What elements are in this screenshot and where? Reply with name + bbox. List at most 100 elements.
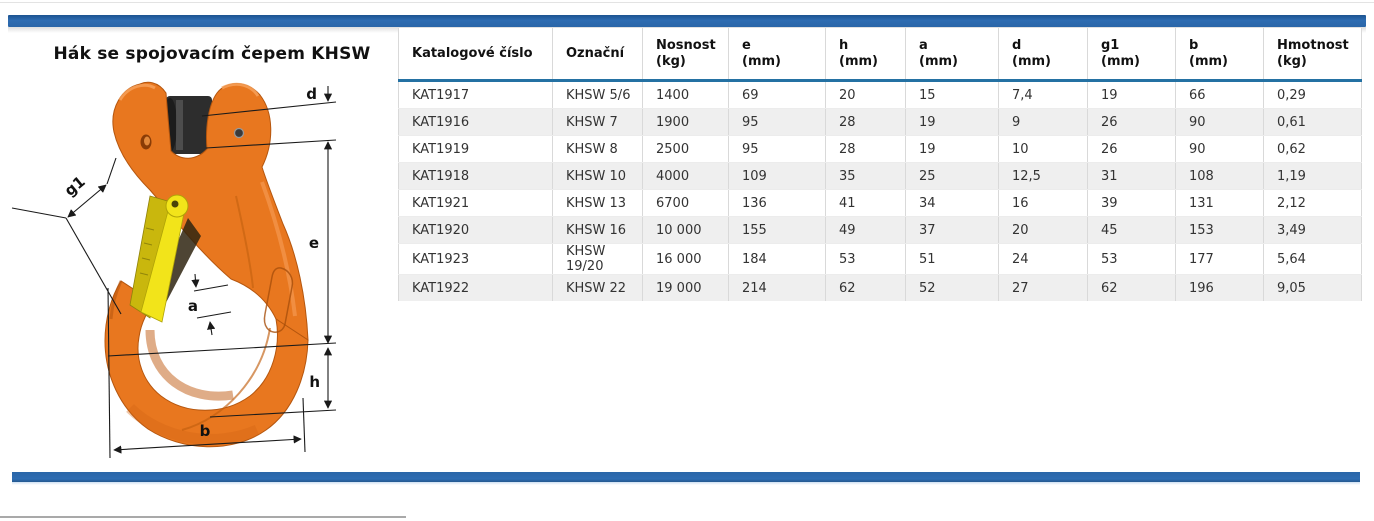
table-cell: 108 (1175, 162, 1264, 190)
table-cell: 109 (728, 162, 826, 190)
table-cell: KAT1922 (398, 274, 553, 301)
table-cell: 19 (1087, 80, 1176, 109)
table-cell: 16 (998, 189, 1088, 217)
pin-screw (233, 127, 245, 139)
table-cell: 39 (1087, 189, 1176, 217)
table-cell: KAT1921 (398, 189, 553, 217)
table-cell: 52 (905, 274, 999, 301)
table-cell: 136 (728, 189, 826, 217)
table-cell: KHSW 19/20 (552, 243, 643, 275)
dim-label-g1: g1 (61, 172, 89, 199)
col-header-d: d (mm) (998, 28, 1088, 81)
table-cell: 41 (825, 189, 906, 217)
table-cell: 12,5 (998, 162, 1088, 190)
table-cell: 153 (1175, 216, 1264, 244)
col-header-b: b (mm) (1175, 28, 1264, 81)
table-cell: 0,29 (1263, 80, 1362, 109)
top-accent-bar (8, 15, 1366, 27)
table-cell: 45 (1087, 216, 1176, 244)
page-title: Hák se spojovacím čepem KHSW (53, 44, 371, 64)
col-header-nosnost: Nosnost (kg) (642, 28, 729, 81)
table-cell: 196 (1175, 274, 1264, 301)
table-cell: 62 (825, 274, 906, 301)
table-cell: 1,19 (1263, 162, 1362, 190)
table-row: KAT1918 KHSW 10 4000 109 35 25 12,5 31 108 1,19 (398, 162, 1362, 190)
col-header-hmotnost: Hmotnost (kg) (1263, 28, 1362, 81)
dimension-a: a (188, 273, 232, 336)
table-cell: 19 (905, 135, 999, 163)
top-divider (0, 2, 1374, 3)
table-cell: KAT1918 (398, 162, 553, 190)
table-row: KAT1917 KHSW 5/6 1400 69 20 15 7,4 19 66 0,29 (398, 80, 1362, 109)
dim-label-d: d (306, 85, 317, 103)
table-cell: KAT1917 (398, 80, 553, 109)
table-cell: 10 000 (642, 216, 729, 244)
table-cell: KHSW 7 (552, 108, 643, 136)
table-cell: 9 (998, 108, 1088, 136)
table-cell: 90 (1175, 108, 1264, 136)
table-cell: 214 (728, 274, 826, 301)
safety-latch (129, 194, 189, 323)
table-cell: 53 (1087, 243, 1176, 275)
table-cell: KHSW 8 (552, 135, 643, 163)
table-cell: 16 000 (642, 243, 729, 275)
table-row: KAT1919 KHSW 8 2500 95 28 19 10 26 90 0,62 (398, 135, 1362, 163)
table-cell: 66 (1175, 80, 1264, 109)
table-cell: 34 (905, 189, 999, 217)
table-cell: 26 (1087, 108, 1176, 136)
table-cell: 19 000 (642, 274, 729, 301)
dimension-d: d (201, 85, 337, 149)
bottom-accent-bar (12, 472, 1360, 482)
table-cell: 0,61 (1263, 108, 1362, 136)
bottom-accent-bar-glow (12, 482, 1360, 485)
table-cell: KAT1919 (398, 135, 553, 163)
table-cell: 69 (728, 80, 826, 109)
spec-table: Katalogové číslo Označní Nosnost (kg) e (mm) h… (398, 28, 1362, 301)
dim-label-a: a (188, 297, 198, 315)
table-cell: 20 (998, 216, 1088, 244)
table-cell: 35 (825, 162, 906, 190)
table-cell: 177 (1175, 243, 1264, 275)
table-cell: 7,4 (998, 80, 1088, 109)
table-cell: 0,62 (1263, 135, 1362, 163)
table-cell: KHSW 22 (552, 274, 643, 301)
col-header-g1: g1 (mm) (1087, 28, 1176, 81)
table-cell: 131 (1175, 189, 1264, 217)
dimension-e: e (309, 141, 333, 344)
table-cell: 1900 (642, 108, 729, 136)
table-cell: 15 (905, 80, 999, 109)
table-cell: 10 (998, 135, 1088, 163)
table-cell: 19 (905, 108, 999, 136)
table-cell: 62 (1087, 274, 1176, 301)
table-cell: 3,49 (1263, 216, 1362, 244)
table-row: KAT1923 KHSW 19/20 16 000 184 53 51 24 53 177 5,6… (398, 243, 1362, 275)
table-cell: 95 (728, 108, 826, 136)
table-cell: 20 (825, 80, 906, 109)
table-cell: 28 (825, 135, 906, 163)
table-cell: 31 (1087, 162, 1176, 190)
table-cell: KHSW 16 (552, 216, 643, 244)
table-row: KAT1916 KHSW 7 1900 95 28 19 9 26 90 0,61 (398, 108, 1362, 136)
table-cell: 49 (825, 216, 906, 244)
table-row: KAT1920 KHSW 16 10 000 155 49 37 20 45 153 3,49 (398, 216, 1362, 244)
table-cell: KHSW 13 (552, 189, 643, 217)
spec-table-body: KAT1917 KHSW 5/6 1400 69 20 15 7,4 19 66 0,29 KAT1… (398, 80, 1362, 301)
table-cell: KAT1916 (398, 108, 553, 136)
table-cell: 184 (728, 243, 826, 275)
table-cell: 155 (728, 216, 826, 244)
hook-technical-drawing: d e h a b (11, 81, 337, 459)
table-cell: 4000 (642, 162, 729, 190)
table-row: KAT1922 KHSW 22 19 000 214 62 52 27 62 196 9,05 (398, 274, 1362, 301)
table-cell: KHSW 10 (552, 162, 643, 190)
table-cell: 25 (905, 162, 999, 190)
dim-label-h: h (309, 373, 320, 391)
table-cell: 2,12 (1263, 189, 1362, 217)
table-cell: 28 (825, 108, 906, 136)
table-cell: 51 (905, 243, 999, 275)
table-cell: 5,64 (1263, 243, 1362, 275)
spec-table-header: Katalogové číslo Označní Nosnost (kg) e (mm) h… (398, 28, 1362, 81)
table-cell: 2500 (642, 135, 729, 163)
hook-body (104, 81, 309, 448)
dimension-b: b (107, 287, 306, 459)
